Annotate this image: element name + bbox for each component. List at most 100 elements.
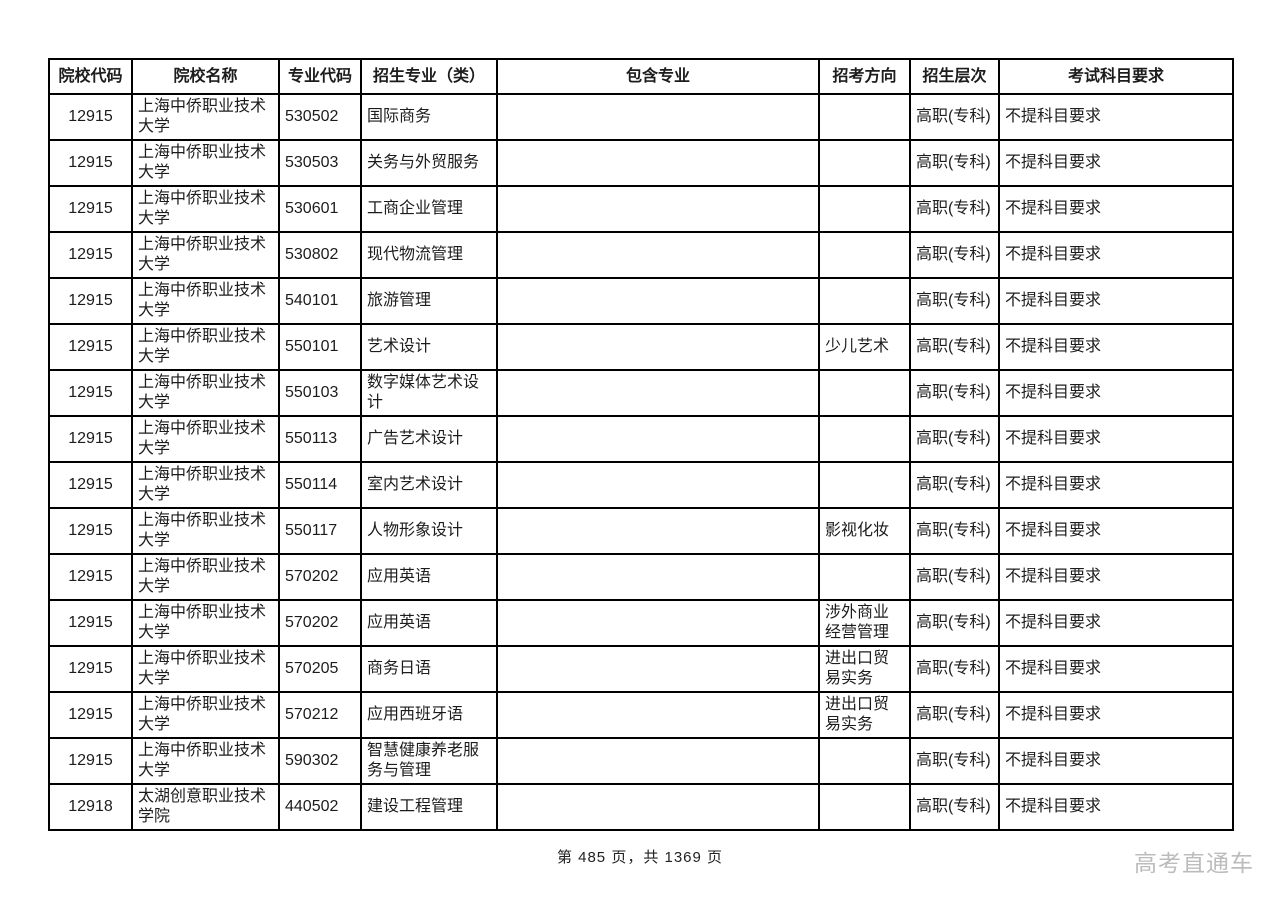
cell-included-majors — [496, 185, 820, 233]
cell-exam-direction — [818, 277, 911, 325]
cell-subject-requirements: 不提科目要求 — [998, 691, 1234, 739]
table-row: 12915 上海中侨职业技术大学 550113 广告艺术设计 高职(专科) 不提… — [48, 415, 1234, 463]
cell-major-name: 工商企业管理 — [360, 185, 498, 233]
cell-level: 高职(专科) — [909, 415, 1000, 463]
cell-school-code: 12915 — [48, 323, 133, 371]
table-row: 12915 上海中侨职业技术大学 570205 商务日语 进出口贸易实务 高职(… — [48, 645, 1234, 693]
cell-school-code: 12915 — [48, 507, 133, 555]
cell-school-name: 上海中侨职业技术大学 — [131, 323, 280, 371]
cell-school-name: 上海中侨职业技术大学 — [131, 369, 280, 417]
cell-included-majors — [496, 737, 820, 785]
cell-included-majors — [496, 691, 820, 739]
cell-included-majors — [496, 415, 820, 463]
cell-major-code: 550117 — [278, 507, 362, 555]
cell-school-name: 上海中侨职业技术大学 — [131, 645, 280, 693]
cell-school-code: 12915 — [48, 737, 133, 785]
cell-exam-direction: 涉外商业经营管理 — [818, 599, 911, 647]
cell-subject-requirements: 不提科目要求 — [998, 461, 1234, 509]
header-included-majors: 包含专业 — [496, 58, 820, 95]
cell-major-code: 530503 — [278, 139, 362, 187]
cell-included-majors — [496, 461, 820, 509]
header-level: 招生层次 — [909, 58, 1000, 95]
cell-exam-direction — [818, 783, 911, 831]
cell-major-code: 570202 — [278, 553, 362, 601]
cell-school-code: 12915 — [48, 231, 133, 279]
cell-exam-direction — [818, 415, 911, 463]
cell-school-name: 上海中侨职业技术大学 — [131, 737, 280, 785]
cell-major-name: 应用英语 — [360, 553, 498, 601]
cell-included-majors — [496, 369, 820, 417]
cell-level: 高职(专科) — [909, 461, 1000, 509]
cell-major-code: 570205 — [278, 645, 362, 693]
admissions-table: 院校代码 院校名称 专业代码 招生专业（类） 包含专业 招考方向 招生层次 考试… — [48, 58, 1234, 831]
cell-school-code: 12915 — [48, 139, 133, 187]
cell-included-majors — [496, 507, 820, 555]
cell-school-code: 12915 — [48, 599, 133, 647]
table-row: 12915 上海中侨职业技术大学 550103 数字媒体艺术设计 高职(专科) … — [48, 369, 1234, 417]
cell-school-name: 上海中侨职业技术大学 — [131, 93, 280, 141]
cell-subject-requirements: 不提科目要求 — [998, 783, 1234, 831]
cell-school-name: 上海中侨职业技术大学 — [131, 231, 280, 279]
header-subject-requirements: 考试科目要求 — [998, 58, 1234, 95]
cell-major-code: 440502 — [278, 783, 362, 831]
table-row: 12915 上海中侨职业技术大学 590302 智慧健康养老服务与管理 高职(专… — [48, 737, 1234, 785]
table-row: 12915 上海中侨职业技术大学 540101 旅游管理 高职(专科) 不提科目… — [48, 277, 1234, 325]
cell-subject-requirements: 不提科目要求 — [998, 369, 1234, 417]
cell-exam-direction — [818, 369, 911, 417]
cell-subject-requirements: 不提科目要求 — [998, 599, 1234, 647]
cell-school-code: 12915 — [48, 553, 133, 601]
cell-major-name: 人物形象设计 — [360, 507, 498, 555]
cell-level: 高职(专科) — [909, 185, 1000, 233]
cell-exam-direction — [818, 93, 911, 141]
cell-level: 高职(专科) — [909, 277, 1000, 325]
cell-major-name: 商务日语 — [360, 645, 498, 693]
table-row: 12915 上海中侨职业技术大学 530802 现代物流管理 高职(专科) 不提… — [48, 231, 1234, 279]
cell-major-code: 530502 — [278, 93, 362, 141]
cell-subject-requirements: 不提科目要求 — [998, 415, 1234, 463]
cell-exam-direction — [818, 737, 911, 785]
header-school-code: 院校代码 — [48, 58, 133, 95]
cell-level: 高职(专科) — [909, 139, 1000, 187]
cell-level: 高职(专科) — [909, 553, 1000, 601]
cell-level: 高职(专科) — [909, 507, 1000, 555]
cell-exam-direction — [818, 231, 911, 279]
cell-major-name: 艺术设计 — [360, 323, 498, 371]
cell-level: 高职(专科) — [909, 369, 1000, 417]
cell-included-majors — [496, 323, 820, 371]
table-row: 12915 上海中侨职业技术大学 530502 国际商务 高职(专科) 不提科目… — [48, 93, 1234, 141]
cell-included-majors — [496, 645, 820, 693]
cell-school-name: 上海中侨职业技术大学 — [131, 185, 280, 233]
cell-subject-requirements: 不提科目要求 — [998, 139, 1234, 187]
table-row: 12915 上海中侨职业技术大学 570212 应用西班牙语 进出口贸易实务 高… — [48, 691, 1234, 739]
cell-included-majors — [496, 139, 820, 187]
watermark: 高考直通车 — [1134, 850, 1254, 876]
table-row: 12915 上海中侨职业技术大学 570202 应用英语 涉外商业经营管理 高职… — [48, 599, 1234, 647]
cell-included-majors — [496, 231, 820, 279]
cell-exam-direction: 少儿艺术 — [818, 323, 911, 371]
cell-subject-requirements: 不提科目要求 — [998, 737, 1234, 785]
cell-level: 高职(专科) — [909, 231, 1000, 279]
cell-major-code: 550101 — [278, 323, 362, 371]
cell-school-code: 12915 — [48, 461, 133, 509]
table-row: 12915 上海中侨职业技术大学 550114 室内艺术设计 高职(专科) 不提… — [48, 461, 1234, 509]
cell-exam-direction: 进出口贸易实务 — [818, 691, 911, 739]
cell-school-name: 上海中侨职业技术大学 — [131, 139, 280, 187]
cell-school-code: 12915 — [48, 369, 133, 417]
cell-major-name: 广告艺术设计 — [360, 415, 498, 463]
cell-subject-requirements: 不提科目要求 — [998, 645, 1234, 693]
header-major-code: 专业代码 — [278, 58, 362, 95]
cell-exam-direction: 进出口贸易实务 — [818, 645, 911, 693]
cell-level: 高职(专科) — [909, 783, 1000, 831]
cell-major-code: 530802 — [278, 231, 362, 279]
cell-major-name: 旅游管理 — [360, 277, 498, 325]
cell-major-name: 应用英语 — [360, 599, 498, 647]
cell-major-name: 国际商务 — [360, 93, 498, 141]
cell-major-name: 建设工程管理 — [360, 783, 498, 831]
cell-major-code: 540101 — [278, 277, 362, 325]
cell-major-name: 现代物流管理 — [360, 231, 498, 279]
header-school-name: 院校名称 — [131, 58, 280, 95]
cell-exam-direction: 影视化妆 — [818, 507, 911, 555]
cell-subject-requirements: 不提科目要求 — [998, 553, 1234, 601]
cell-school-code: 12915 — [48, 277, 133, 325]
table-row: 12918 太湖创意职业技术学院 440502 建设工程管理 高职(专科) 不提… — [48, 783, 1234, 831]
